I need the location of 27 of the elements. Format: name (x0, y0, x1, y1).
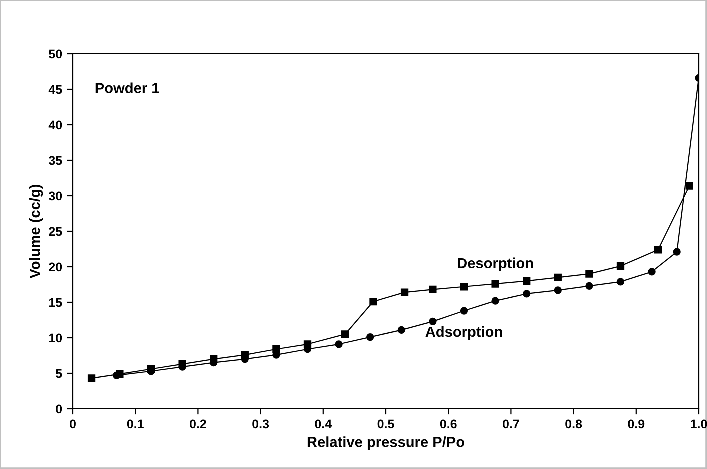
series-label: Adsorption (426, 326, 502, 340)
x-tick-label: 0.7 (503, 420, 520, 429)
annotation: Powder 1 (96, 82, 160, 94)
x-axis-title: Relative pressure P/Po (308, 436, 464, 450)
y-tick-label: 40 (48, 120, 62, 130)
x-tick-label: 0.2 (190, 420, 206, 429)
y-tick-label: 10 (49, 334, 62, 343)
y-tick-label: 20 (49, 262, 62, 272)
x-tick-label: 0.8 (566, 420, 582, 429)
y-tick-label: 50 (49, 50, 62, 59)
y-tick-label: 15 (49, 298, 62, 308)
x-tick-label: 0 (70, 420, 76, 429)
x-tick-label: 0.6 (440, 420, 457, 429)
y-tick-label: 5 (56, 369, 62, 378)
x-tick-label: 0.3 (252, 420, 270, 429)
x-tick-label: 0.1 (127, 420, 144, 429)
y-tick-label: 45 (48, 85, 62, 94)
series-label: Desorption (458, 258, 534, 272)
x-tick-label: 0.5 (378, 420, 394, 429)
x-tick-label: 0.9 (628, 420, 645, 429)
y-tick-label: 25 (49, 227, 62, 236)
y-axis-title: Volume (cc/g) (29, 184, 44, 279)
y-tick-label: 0 (56, 404, 62, 414)
x-tick-label: 0.4 (315, 420, 332, 429)
y-tick-label: 35 (48, 156, 62, 166)
x-tick-label: 1.0 (691, 420, 707, 429)
y-tick-label: 30 (48, 192, 62, 201)
